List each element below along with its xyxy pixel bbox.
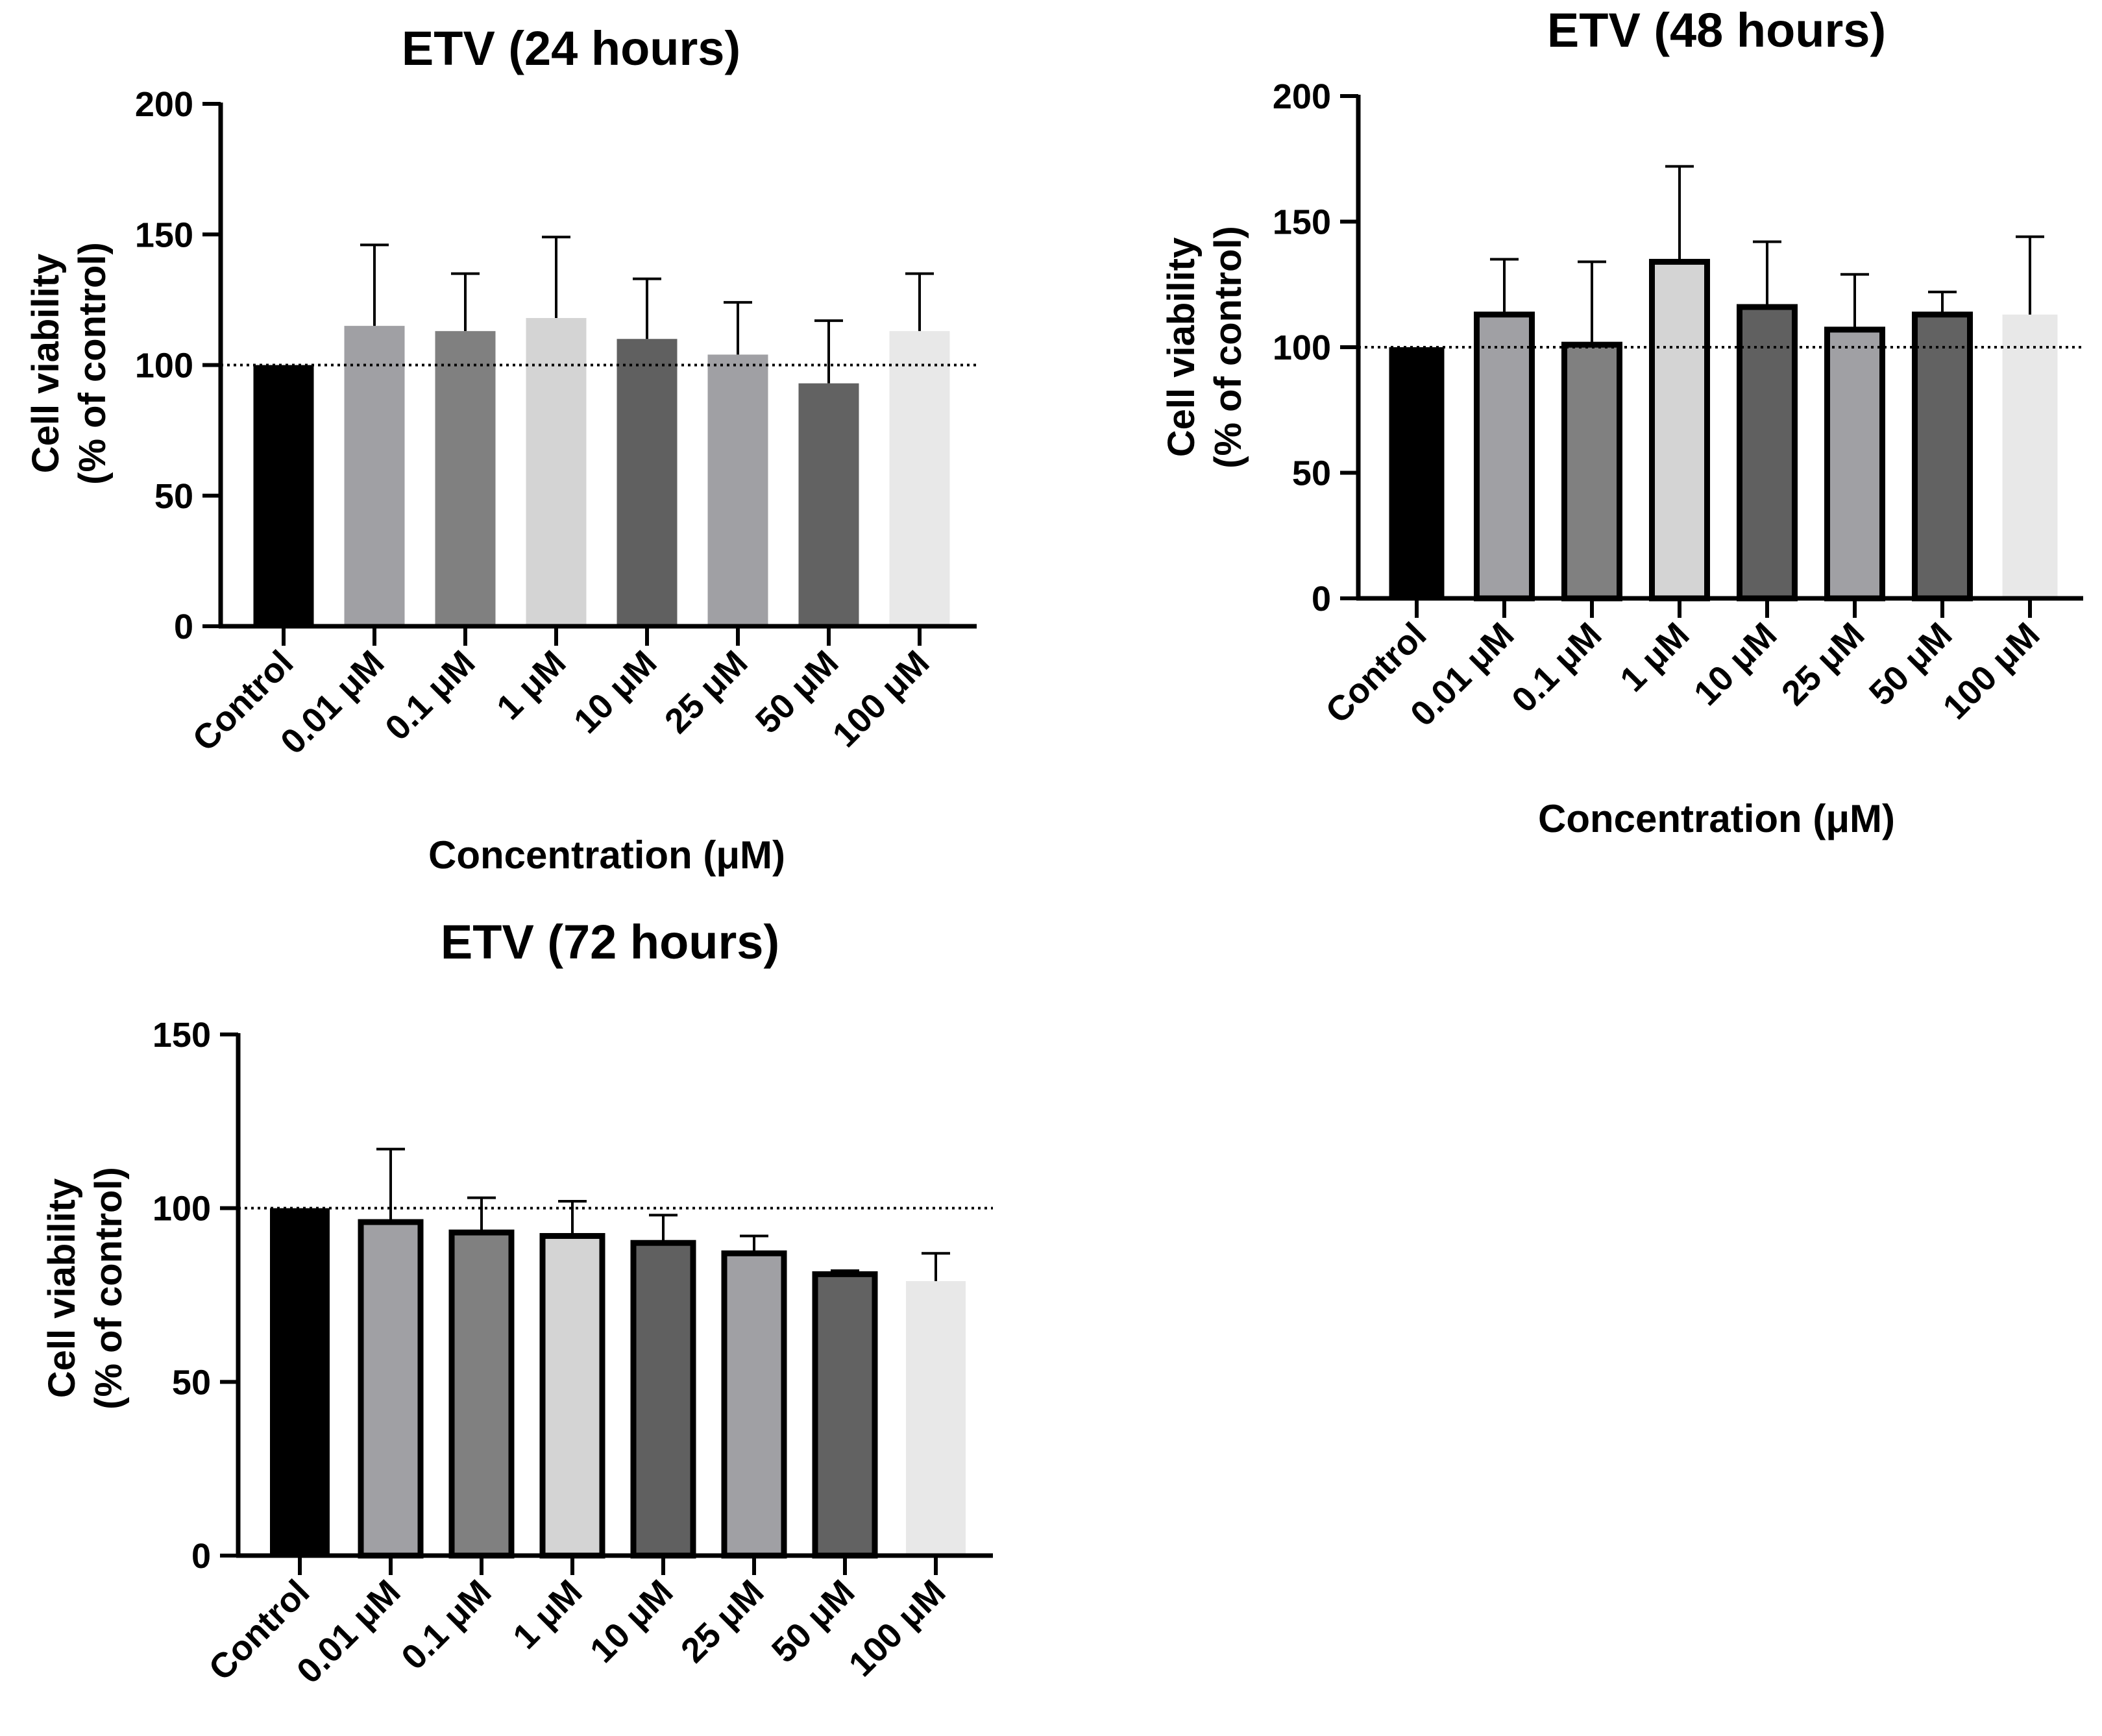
panel-48-hours: ETV (48 hours) Cell viability (% of cont… xyxy=(1160,3,2083,840)
error-bars xyxy=(1490,165,2044,345)
y-ticks: 0 50 100 150 200 xyxy=(135,85,221,646)
bar-0-01-m xyxy=(358,1219,424,1559)
y-ticks: 0 50 100 150 xyxy=(153,1016,238,1576)
x-tick-label: 25 μM xyxy=(657,643,755,741)
x-tick-label: 100 μM xyxy=(1936,615,2047,727)
error-bars xyxy=(376,1147,950,1282)
bar-control xyxy=(253,365,314,626)
bar-0-1-m xyxy=(435,331,496,626)
y-axis-label-line2: (% of control) xyxy=(1207,226,1249,469)
bar-100-m xyxy=(906,1281,966,1556)
y-tick-label: 200 xyxy=(1273,77,1331,116)
bar-1-m xyxy=(1649,258,1710,602)
bar-0-1-m xyxy=(448,1229,515,1559)
bar-25-m xyxy=(1824,326,1885,602)
panel-24-hours: ETV (24 hours) Cell viability (% of cont… xyxy=(25,21,977,877)
bar-0-1-m xyxy=(1561,341,1622,602)
bar-1-m xyxy=(539,1232,605,1559)
x-tick-label: 1 μM xyxy=(1613,615,1696,699)
y-tick-label: 50 xyxy=(172,1363,211,1402)
y-tick-label: 150 xyxy=(1273,203,1331,242)
bar-10-m xyxy=(1737,304,1798,602)
y-tick-label: 100 xyxy=(135,347,193,385)
x-axis-label: Concentration (μM) xyxy=(1538,797,1895,840)
error-bars xyxy=(360,236,934,384)
bar-25-m xyxy=(721,1250,787,1559)
bar-10-m xyxy=(630,1240,696,1559)
bars xyxy=(253,318,950,626)
y-tick-label: 100 xyxy=(1273,328,1331,367)
bar-0-01-m xyxy=(344,326,405,626)
y-tick-label: 150 xyxy=(153,1016,211,1055)
x-tick-label: 10 μM xyxy=(567,643,665,741)
y-tick-label: 50 xyxy=(1292,454,1331,493)
bar-50-m xyxy=(812,1271,878,1559)
x-axis-label: Concentration (μM) xyxy=(428,833,785,877)
bar-25-m xyxy=(707,354,768,626)
x-tick-label: 100 μM xyxy=(842,1572,953,1684)
x-tick-label: 25 μM xyxy=(674,1572,772,1670)
y-tick-label: 0 xyxy=(1312,580,1331,618)
x-tick-label: 25 μM xyxy=(1774,615,1872,713)
panel-title: ETV (48 hours) xyxy=(1547,3,1886,57)
bar-100-m xyxy=(889,331,950,626)
y-axis-label-line1: Cell viability xyxy=(25,254,67,473)
y-axis-label-line2: (% of control) xyxy=(88,1167,130,1410)
y-tick-label: 50 xyxy=(154,477,193,516)
y-axis-label-line1: Cell viability xyxy=(1160,238,1203,457)
y-axis-label-line1: Cell viability xyxy=(41,1179,83,1398)
bar-0-01-m xyxy=(1474,312,1535,602)
panel-72-hours: ETV (72 hours) Cell viability (% of cont… xyxy=(41,915,993,1691)
bars xyxy=(1389,258,2058,602)
x-tick-label: 0.1 μM xyxy=(1504,615,1609,720)
x-tick-label: 0.1 μM xyxy=(378,643,482,748)
y-ticks: 0 50 100 150 200 xyxy=(1273,77,1358,618)
bar-50-m xyxy=(798,383,859,626)
bar-50-m xyxy=(1912,312,1973,602)
y-tick-label: 0 xyxy=(174,607,193,646)
x-tick-label: 1 μM xyxy=(489,643,573,727)
y-tick-label: 0 xyxy=(191,1537,211,1576)
panel-title: ETV (24 hours) xyxy=(402,21,740,75)
x-tick-label: 0.1 μM xyxy=(394,1572,498,1677)
bar-control xyxy=(270,1208,330,1556)
x-tick-label: 10 μM xyxy=(1687,615,1785,713)
bar-1-m xyxy=(526,318,587,626)
y-tick-label: 150 xyxy=(135,215,193,254)
bars xyxy=(270,1208,966,1559)
x-tick-label: 100 μM xyxy=(825,643,937,755)
x-tick-label: 10 μM xyxy=(583,1572,681,1670)
x-tick-label: 1 μM xyxy=(506,1572,589,1656)
y-axis-label-line2: (% of control) xyxy=(71,242,114,485)
panel-title: ETV (72 hours) xyxy=(441,915,779,969)
bar-10-m xyxy=(617,339,678,626)
bar-100-m xyxy=(2002,314,2058,598)
y-tick-label: 200 xyxy=(135,85,193,124)
y-tick-label: 100 xyxy=(153,1190,211,1229)
bar-control xyxy=(1389,347,1445,598)
